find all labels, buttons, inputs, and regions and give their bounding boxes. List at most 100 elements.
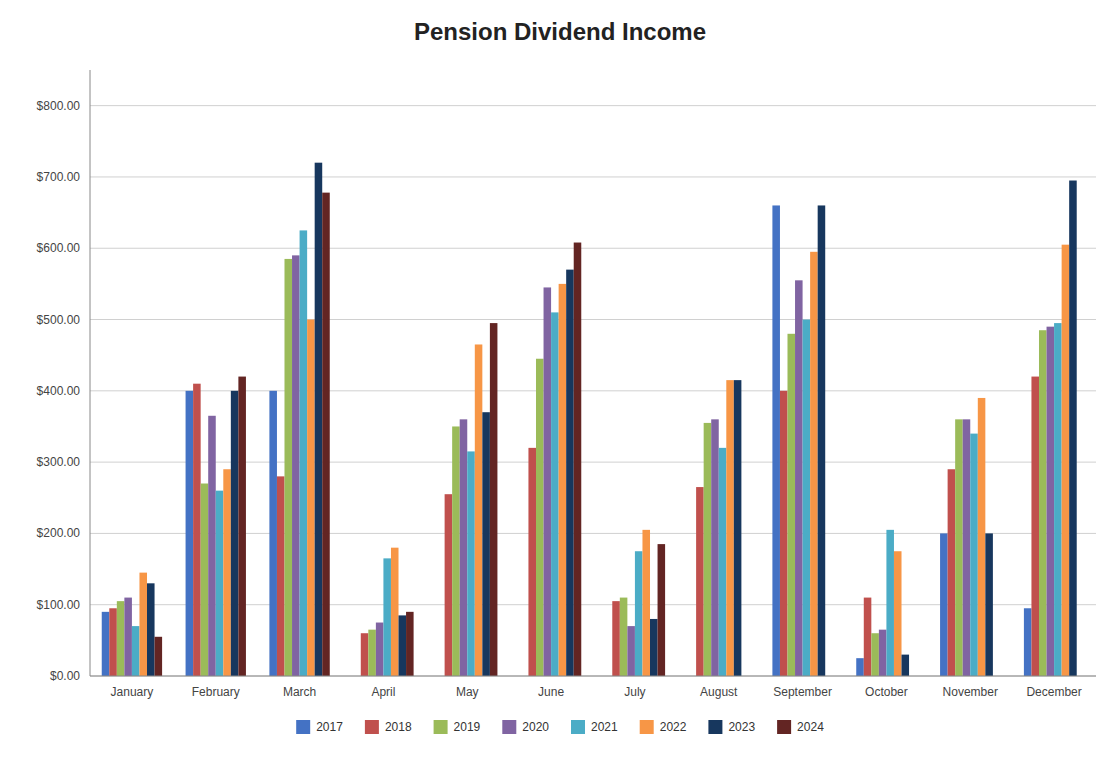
bar: [978, 398, 986, 676]
bar: [452, 426, 460, 676]
legend-item: 2021: [571, 720, 618, 734]
bar: [559, 284, 567, 676]
series: [124, 255, 1054, 676]
bar: [292, 255, 300, 676]
bar: [208, 416, 216, 676]
legend-label: 2018: [385, 720, 412, 734]
legend-label: 2019: [454, 720, 481, 734]
bar: [376, 623, 384, 676]
bar: [102, 612, 110, 676]
bar: [193, 384, 201, 676]
bar: [238, 377, 246, 676]
y-tick-label: $0.00: [50, 669, 80, 683]
x-tick-label: May: [456, 685, 479, 699]
bar: [734, 380, 742, 676]
bar: [223, 469, 231, 676]
bar: [780, 391, 788, 676]
legend-label: 2023: [728, 720, 755, 734]
bar: [963, 419, 971, 676]
bar: [147, 583, 155, 676]
series: [139, 245, 1069, 676]
bar: [612, 601, 620, 676]
x-tick-label: April: [371, 685, 395, 699]
bar: [566, 270, 574, 676]
bar: [315, 163, 323, 676]
x-tick-label: September: [773, 685, 832, 699]
y-tick-labels: $0.00$100.00$200.00$300.00$400.00$500.00…: [37, 99, 81, 683]
x-tick-label: June: [538, 685, 564, 699]
bar: [635, 551, 643, 676]
bar: [620, 598, 628, 676]
grid-line: [90, 248, 1096, 249]
bar: [460, 419, 468, 676]
bar: [132, 626, 140, 676]
bar: [696, 487, 704, 676]
series: [117, 259, 1047, 676]
bar: [528, 448, 536, 676]
y-axis-line: [90, 70, 91, 676]
bar: [894, 551, 902, 676]
bar: [574, 243, 582, 676]
series: [102, 205, 1032, 676]
bar: [1047, 327, 1055, 676]
series: [132, 230, 1062, 676]
bar: [948, 469, 956, 676]
legend: 20172018201920202021202220232024: [296, 720, 824, 734]
bar: [399, 615, 407, 676]
y-tick-label: $100.00: [37, 598, 81, 612]
bar: [117, 601, 125, 676]
legend-item: 2024: [777, 720, 824, 734]
legend-swatch: [502, 720, 516, 734]
bar: [269, 391, 277, 676]
bar: [482, 412, 490, 676]
legend-item: 2017: [296, 720, 343, 734]
bar: [391, 548, 399, 676]
legend-label: 2022: [660, 720, 687, 734]
bar: [1024, 608, 1032, 676]
bar: [368, 630, 376, 676]
bar: [726, 380, 734, 676]
legend-swatch: [296, 720, 310, 734]
legend-swatch: [365, 720, 379, 734]
bar: [886, 530, 894, 676]
bar: [711, 419, 719, 676]
bar: [201, 484, 209, 676]
bar: [284, 259, 292, 676]
bar: [1069, 181, 1077, 676]
y-tick-label: $600.00: [37, 241, 81, 255]
bar: [803, 320, 811, 676]
bar: [627, 626, 635, 676]
series: [155, 193, 666, 676]
bar: [109, 608, 117, 676]
x-tick-label: November: [943, 685, 998, 699]
page: {"chart_data": {"type": "bar", "title": …: [0, 0, 1120, 776]
legend-label: 2017: [316, 720, 343, 734]
legend-item: 2022: [640, 720, 687, 734]
bar: [322, 193, 330, 676]
bar: [704, 423, 712, 676]
x-tick-labels: JanuaryFebruaryMarchAprilMayJuneJulyAugu…: [111, 685, 1082, 699]
y-tick-label: $400.00: [37, 384, 81, 398]
bar: [818, 205, 826, 676]
bar: [787, 334, 795, 676]
grid-line: [90, 176, 1096, 177]
bar: [719, 448, 727, 676]
bars: [102, 163, 1077, 676]
grid-line: [90, 319, 1096, 320]
x-tick-label: December: [1026, 685, 1081, 699]
x-tick-label: July: [624, 685, 645, 699]
x-tick-label: August: [700, 685, 738, 699]
bar: [879, 630, 887, 676]
legend-swatch: [708, 720, 722, 734]
bar: [864, 598, 872, 676]
y-tick-label: $700.00: [37, 170, 81, 184]
x-tick-label: February: [192, 685, 240, 699]
bar: [955, 419, 963, 676]
legend-swatch: [571, 720, 585, 734]
legend-label: 2024: [797, 720, 824, 734]
bar: [970, 434, 978, 676]
bar: [467, 451, 475, 676]
bar: [940, 533, 948, 676]
bar: [1054, 323, 1062, 676]
bar: [124, 598, 132, 676]
